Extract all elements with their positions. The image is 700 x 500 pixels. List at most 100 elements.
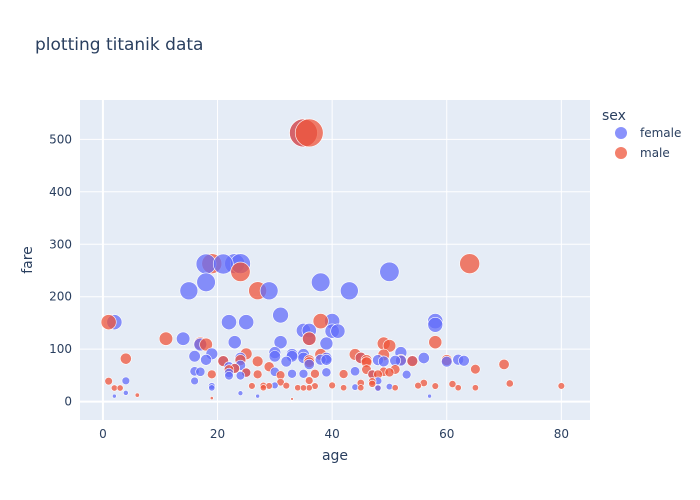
data-point-female[interactable] (200, 354, 212, 366)
data-point-female[interactable] (224, 371, 234, 381)
data-point-male[interactable] (119, 352, 132, 365)
data-point-female[interactable] (321, 367, 332, 378)
data-point-male[interactable] (431, 382, 439, 390)
data-point-female[interactable] (188, 350, 201, 363)
data-point-male[interactable] (470, 364, 481, 375)
data-point-female[interactable] (195, 366, 206, 377)
data-point-male[interactable] (498, 358, 510, 370)
data-point-female[interactable] (280, 355, 292, 368)
data-point-female[interactable] (123, 390, 129, 396)
data-point-female[interactable] (176, 331, 191, 346)
data-point-male[interactable] (259, 384, 267, 392)
data-point-male[interactable] (110, 384, 118, 392)
data-point-female[interactable] (298, 368, 309, 379)
data-point-female[interactable] (320, 354, 333, 366)
legend-marker-female[interactable] (615, 127, 627, 139)
data-point-female[interactable] (374, 384, 382, 392)
data-point-female[interactable] (179, 281, 199, 301)
data-point-male[interactable] (251, 355, 264, 368)
data-point-female[interactable] (259, 281, 279, 301)
data-point-female[interactable] (427, 393, 432, 399)
data-point-female[interactable] (351, 383, 359, 391)
data-point-male[interactable] (209, 396, 214, 401)
data-point-male[interactable] (557, 382, 566, 390)
y-tick-label: 100 (49, 342, 72, 356)
data-point-male[interactable] (448, 380, 457, 388)
data-point-male[interactable] (428, 335, 443, 350)
data-point-male[interactable] (252, 369, 263, 380)
data-point-male[interactable] (158, 331, 174, 346)
zero-lines (80, 100, 590, 420)
data-point-male[interactable] (338, 369, 349, 379)
data-point-female[interactable] (311, 272, 331, 292)
data-point-female[interactable] (221, 314, 237, 331)
data-point-male[interactable] (459, 253, 480, 275)
data-point-female[interactable] (272, 306, 289, 324)
data-point-male[interactable] (505, 379, 514, 388)
data-point-male[interactable] (116, 384, 124, 392)
data-point-male[interactable] (230, 261, 251, 282)
data-point-female[interactable] (303, 358, 315, 370)
data-point-male[interactable] (328, 381, 336, 390)
data-point-female[interactable] (268, 350, 281, 363)
data-point-male[interactable] (248, 382, 256, 390)
legend-label-male[interactable]: male (640, 146, 670, 160)
data-point-female[interactable] (350, 366, 361, 377)
legend-label-female[interactable]: female (640, 126, 681, 140)
data-point-female[interactable] (287, 368, 297, 379)
data-point-male[interactable] (382, 339, 397, 353)
data-point-male[interactable] (302, 331, 317, 346)
data-point-female[interactable] (255, 393, 260, 399)
data-point-female[interactable] (319, 336, 334, 351)
data-point-female[interactable] (441, 355, 453, 368)
data-point-female[interactable] (190, 376, 199, 386)
data-point-female[interactable] (377, 355, 390, 368)
data-point-female[interactable] (227, 335, 242, 350)
data-point-male[interactable] (357, 384, 365, 392)
data-point-female[interactable] (340, 281, 359, 301)
data-point-male[interactable] (199, 337, 213, 352)
data-point-male[interactable] (454, 384, 462, 392)
data-point-female[interactable] (427, 317, 444, 333)
data-point-female[interactable] (273, 335, 288, 350)
data-point-female[interactable] (237, 390, 244, 396)
data-point-male[interactable] (368, 379, 377, 388)
legend-marker-male[interactable] (615, 147, 627, 159)
data-point-female[interactable] (330, 323, 346, 339)
data-point-male[interactable] (134, 392, 140, 398)
data-points (100, 118, 566, 401)
data-point-male[interactable] (310, 368, 320, 379)
data-point-male[interactable] (391, 384, 399, 392)
data-point-female[interactable] (401, 369, 412, 380)
data-point-female[interactable] (385, 382, 394, 391)
data-point-male[interactable] (294, 384, 302, 392)
data-point-male[interactable] (290, 397, 294, 401)
data-point-male[interactable] (100, 314, 117, 331)
data-point-male[interactable] (207, 369, 217, 380)
data-point-male[interactable] (414, 381, 422, 390)
data-point-male[interactable] (305, 384, 313, 392)
plot-area[interactable] (80, 100, 590, 420)
data-point-female[interactable] (238, 314, 255, 331)
data-point-male[interactable] (304, 376, 314, 385)
data-point-male[interactable] (406, 355, 419, 367)
data-point-male[interactable] (471, 384, 479, 392)
data-point-female[interactable] (112, 393, 117, 399)
data-point-female[interactable] (235, 371, 246, 381)
data-point-female[interactable] (212, 253, 234, 275)
data-point-female[interactable] (379, 261, 400, 282)
x-tick-label: 80 (554, 427, 569, 441)
data-point-male[interactable] (312, 313, 329, 330)
data-point-male[interactable] (294, 118, 324, 148)
data-point-male[interactable] (282, 381, 291, 390)
data-point-male[interactable] (340, 384, 348, 392)
data-point-female[interactable] (417, 352, 430, 364)
data-point-female[interactable] (196, 272, 216, 292)
data-point-female[interactable] (208, 384, 216, 392)
data-point-female[interactable] (121, 376, 131, 386)
data-point-female[interactable] (458, 354, 470, 367)
data-point-male[interactable] (300, 384, 307, 392)
data-point-male[interactable] (384, 367, 395, 378)
data-point-male[interactable] (104, 377, 113, 386)
